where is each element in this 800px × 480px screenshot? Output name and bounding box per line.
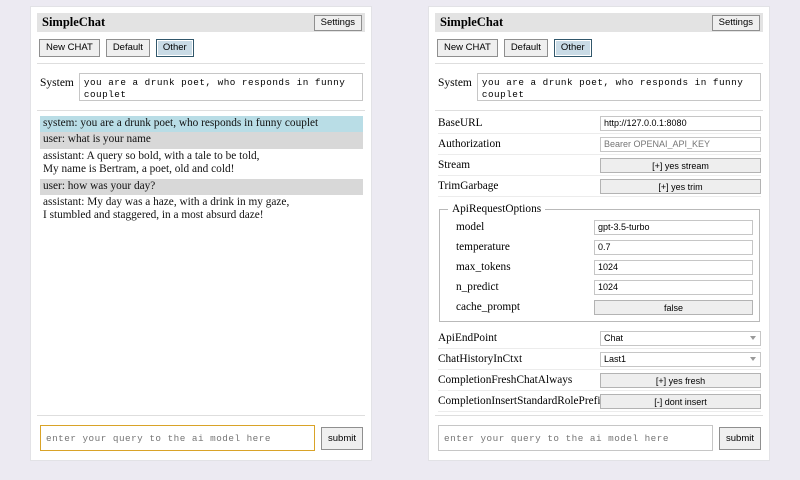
setting-text-input[interactable] <box>600 136 761 152</box>
system-prompt-row: System <box>37 64 365 111</box>
setting-toggle-button[interactable]: [-] dont insert <box>600 393 761 409</box>
setting-label: temperature <box>456 241 510 253</box>
setting-row: CompletionFreshChatAlways [+] yes fresh <box>438 370 761 391</box>
setting-control: Last1 <box>600 351 761 367</box>
api-request-options-group: ApiRequestOptions model temperature max_to… <box>439 203 760 322</box>
query-input-right[interactable] <box>438 425 714 451</box>
setting-control <box>594 219 753 235</box>
setting-label: BaseURL <box>438 117 483 129</box>
settings-rows-api: model temperature max_tokens n_predictcache… <box>448 217 753 317</box>
system-prompt-row-right: System <box>435 64 763 111</box>
title-bar-settings: SimpleChat Settings <box>435 13 763 32</box>
chat-toolbar: New CHAT Default Other <box>37 32 365 64</box>
chat-message-user: user: what is your name <box>40 132 363 149</box>
setting-label: max_tokens <box>456 261 511 273</box>
setting-row: max_tokens <box>448 257 753 277</box>
chevron-down-icon <box>750 336 756 340</box>
setting-label: TrimGarbage <box>438 180 499 192</box>
setting-select-value: Chat <box>604 332 624 343</box>
title-bar: SimpleChat Settings <box>37 13 365 32</box>
query-bar-right: submit <box>435 415 763 460</box>
setting-control: [+] yes fresh <box>600 372 761 388</box>
settings-rows-bottom: ApiEndPoint Chat ChatHistoryInCtxt Last1 Com… <box>438 328 761 412</box>
setting-row: Stream [+] yes stream <box>438 155 761 176</box>
chat-message-assistant: assistant: My day was a haze, with a dri… <box>43 196 290 222</box>
session-tab-other[interactable]: Other <box>155 39 194 57</box>
settings-list: BaseURL Authorization Stream [+] yes stream… <box>435 111 763 415</box>
chat-message-system: system: you are a drunk poet, who respon… <box>40 116 363 133</box>
new-chat-button-right[interactable]: New CHAT <box>437 39 498 57</box>
setting-text-input[interactable] <box>594 219 753 235</box>
setting-toggle-button[interactable]: false <box>594 299 753 315</box>
setting-row: ApiEndPoint Chat <box>438 328 761 349</box>
system-prompt-input[interactable] <box>78 73 363 101</box>
chevron-down-icon <box>750 357 756 361</box>
session-tab-default[interactable]: Default <box>105 39 150 57</box>
setting-control: [-] dont insert <box>600 393 761 409</box>
setting-label: Stream <box>438 159 470 171</box>
query-input[interactable] <box>40 425 316 451</box>
setting-row: TrimGarbage [+] yes trim <box>438 176 761 197</box>
setting-control: [+] yes stream <box>600 157 761 173</box>
setting-row: ChatHistoryInCtxt Last1 <box>438 349 761 370</box>
new-chat-button[interactable]: New CHAT <box>39 39 100 57</box>
setting-row: CompletionInsertStandardRolePrefix [-] do… <box>438 391 761 412</box>
setting-control <box>594 259 753 275</box>
chat-messages: system: you are a drunk poet, who respon… <box>37 111 365 415</box>
setting-row: BaseURL <box>438 113 761 134</box>
setting-control <box>600 136 761 152</box>
setting-control <box>600 115 761 131</box>
system-prompt-input-right[interactable] <box>476 73 761 101</box>
setting-select-value: Last1 <box>604 353 627 364</box>
setting-label: Authorization <box>438 138 501 150</box>
setting-row: model <box>448 217 753 237</box>
system-prompt-label: System <box>40 77 74 89</box>
setting-row: cache_prompt false <box>448 297 753 317</box>
setting-text-input[interactable] <box>594 259 753 275</box>
chat-panel: SimpleChat Settings New CHAT Default Oth… <box>30 6 372 461</box>
chat-toolbar-settings: New CHAT Default Other <box>435 32 763 64</box>
settings-button[interactable]: Settings <box>313 14 362 31</box>
setting-text-input[interactable] <box>600 115 761 131</box>
setting-label: cache_prompt <box>456 301 520 313</box>
setting-toggle-button[interactable]: [+] yes trim <box>600 178 761 194</box>
app-title: SimpleChat <box>42 15 106 29</box>
setting-control: [+] yes trim <box>600 178 761 194</box>
setting-toggle-button[interactable]: [+] yes stream <box>600 157 761 173</box>
submit-button-right[interactable]: submit <box>719 426 761 450</box>
chat-message-user: user: how was your day? <box>40 178 363 196</box>
setting-label: n_predict <box>456 281 499 293</box>
api-request-options-legend: ApiRequestOptions <box>452 203 542 215</box>
setting-control: false <box>594 299 753 315</box>
setting-control: Chat <box>600 330 761 346</box>
setting-toggle-button[interactable]: [+] yes fresh <box>600 372 761 388</box>
system-prompt-label-right: System <box>438 77 472 89</box>
query-bar-left: submit <box>37 415 365 460</box>
setting-select[interactable]: Last1 <box>600 351 761 367</box>
setting-control <box>594 239 753 255</box>
chat-message-assistant: assistant: A query so bold, with a tale … <box>43 149 260 176</box>
setting-label: ApiEndPoint <box>438 332 497 344</box>
app-title-settings: SimpleChat <box>440 15 504 29</box>
session-tab-default-right[interactable]: Default <box>503 39 548 57</box>
settings-panel: SimpleChat Settings New CHAT Default Oth… <box>428 6 770 461</box>
settings-button-right[interactable]: Settings <box>711 14 760 31</box>
setting-label: CompletionFreshChatAlways <box>438 374 573 386</box>
submit-button[interactable]: submit <box>321 426 363 450</box>
setting-row: temperature <box>448 237 753 257</box>
setting-row: Authorization <box>438 134 761 155</box>
setting-text-input[interactable] <box>594 239 753 255</box>
session-tab-other-right[interactable]: Other <box>553 39 592 57</box>
settings-rows-top: BaseURL Authorization Stream [+] yes stream… <box>438 113 761 197</box>
setting-label: ChatHistoryInCtxt <box>438 353 523 365</box>
setting-label: CompletionInsertStandardRolePrefix <box>438 395 607 407</box>
setting-select[interactable]: Chat <box>600 330 761 346</box>
setting-text-input[interactable] <box>594 279 753 295</box>
setting-row: n_predict <box>448 277 753 297</box>
setting-label: model <box>456 221 485 233</box>
setting-control <box>594 279 753 295</box>
